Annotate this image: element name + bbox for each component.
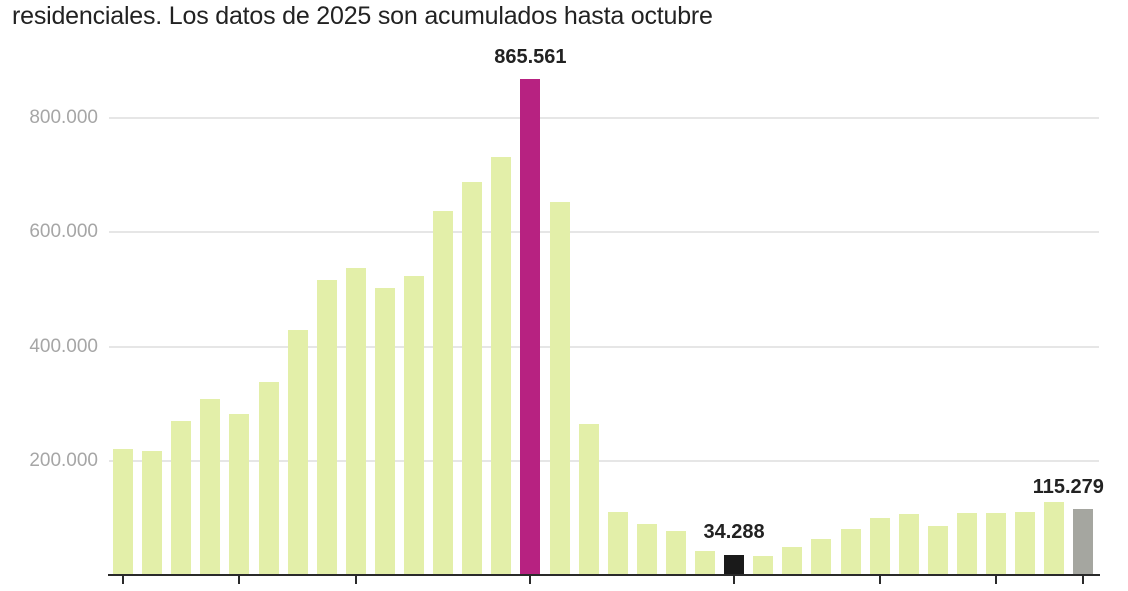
y-tick-label-800000: 800.000 (29, 107, 98, 128)
bar-10 (374, 287, 395, 575)
bar-3 (171, 421, 192, 575)
y-tick-label-400000: 400.000 (29, 336, 98, 357)
bar-1 (113, 449, 133, 575)
bar-28 (898, 514, 919, 575)
bar-21 (695, 551, 715, 575)
bar-24 (782, 547, 803, 575)
bar-32 (1015, 512, 1036, 575)
bar-9 (345, 268, 366, 575)
y-tick-label-200000: 200.000 (29, 450, 98, 471)
bar-15 (520, 79, 541, 575)
gridline-600000 (109, 231, 1099, 233)
bar-29 (927, 526, 948, 575)
value-label-max: 865.561 (494, 46, 567, 68)
x-tick-mark (529, 575, 532, 584)
gridline-400000 (109, 346, 1099, 348)
bar-13 (462, 181, 483, 575)
bar-22 (724, 554, 745, 575)
bar-23 (753, 555, 774, 575)
bar-27 (869, 517, 890, 575)
bar-33 (1044, 502, 1065, 575)
value-label-last: 115.279 (1032, 476, 1104, 498)
bar-19 (636, 523, 657, 575)
x-tick-mark (995, 575, 997, 584)
value-label-min: 34.288 (703, 521, 765, 543)
x-tick-mark (733, 575, 736, 584)
bar-8 (316, 280, 337, 575)
x-tick-mark (354, 575, 357, 584)
bar-34 (1073, 508, 1094, 575)
bar-30 (956, 513, 977, 575)
x-tick-mark (878, 575, 881, 584)
bar-4 (200, 398, 221, 575)
bar-11 (404, 275, 424, 575)
bar-5 (229, 414, 250, 575)
bar-12 (433, 211, 454, 575)
bar-20 (665, 531, 686, 575)
bar-31 (986, 513, 1006, 575)
bar-17 (578, 423, 599, 575)
x-tick-mark (122, 575, 124, 584)
y-tick-label-600000: 600.000 (29, 221, 98, 242)
chart-subtitle: residenciales. Los datos de 2025 son acu… (12, 2, 713, 30)
bar-18 (607, 511, 628, 575)
x-tick-mark (1082, 575, 1085, 584)
x-tick-mark (238, 575, 241, 584)
bar-16 (549, 202, 570, 575)
bar-14 (491, 157, 512, 575)
bar-25 (811, 539, 832, 575)
bar-6 (258, 382, 279, 575)
bar-2 (142, 451, 163, 575)
bar-26 (840, 529, 861, 575)
x-axis-line (108, 574, 1100, 576)
bar-7 (287, 329, 308, 575)
gridline-200000 (109, 460, 1099, 462)
gridline-800000 (109, 117, 1099, 119)
